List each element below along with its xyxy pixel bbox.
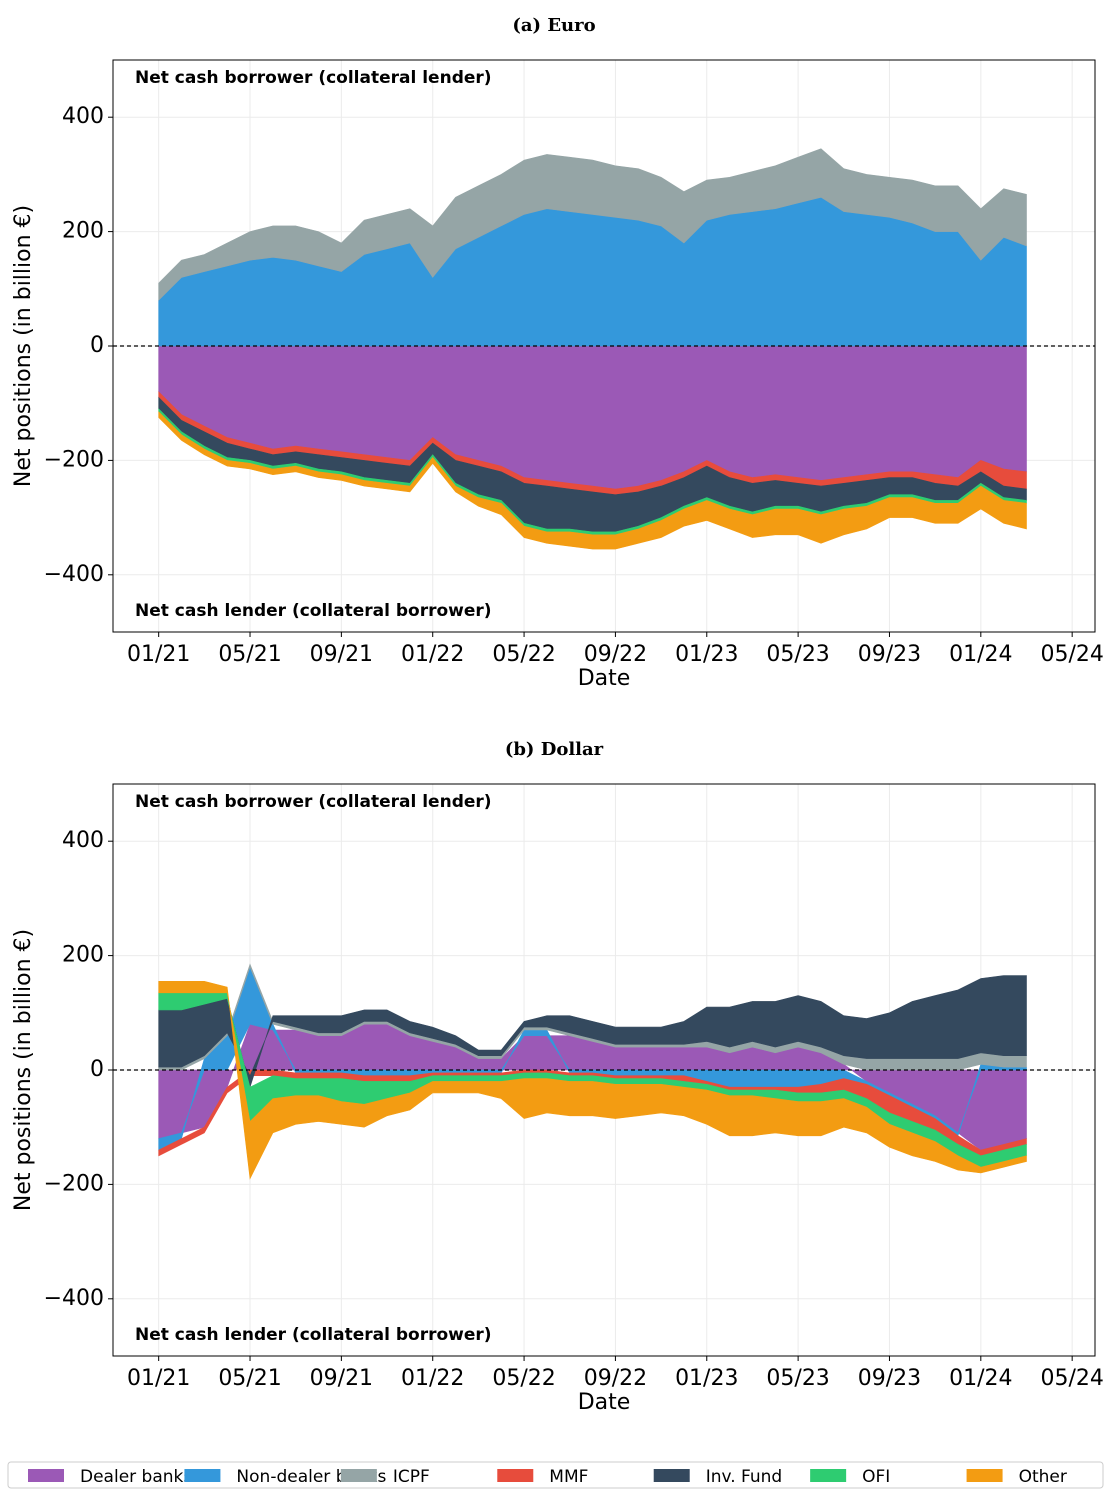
x-tick-label: 05/23 — [766, 1366, 829, 1391]
x-tick-label: 05/22 — [492, 1366, 555, 1391]
x-axis-label: Date — [578, 1390, 631, 1415]
area-6 — [158, 411, 1027, 550]
legend-swatch — [810, 1469, 847, 1482]
legend-label: MMF — [549, 1467, 588, 1487]
legend-swatch — [497, 1469, 534, 1482]
y-tick-label: −200 — [44, 447, 104, 472]
y-tick-label: −400 — [44, 562, 104, 587]
x-tick-label: 01/22 — [401, 1366, 464, 1391]
y-tick-label: 400 — [62, 828, 104, 853]
y-axis-label: Net positions (in billion €) — [11, 205, 36, 487]
y-tick-label: 0 — [90, 1057, 104, 1082]
x-tick-label: 09/21 — [310, 642, 373, 667]
x-tick-label: 01/24 — [949, 1366, 1012, 1391]
y-tick-label: 200 — [62, 219, 104, 244]
x-tick-label: 01/21 — [127, 1366, 190, 1391]
y-tick-label: −400 — [44, 1286, 104, 1311]
x-tick-label: 05/24 — [1040, 642, 1103, 667]
annotation-bottom: Net cash lender (collateral borrower) — [135, 1325, 492, 1345]
x-tick-label: 01/21 — [127, 642, 190, 667]
x-tick-label: 01/22 — [401, 642, 464, 667]
legend-label: ICPF — [393, 1467, 430, 1487]
chart-title: (b) Dollar — [505, 739, 604, 760]
x-tick-label: 09/21 — [310, 1366, 373, 1391]
x-tick-label: 09/23 — [858, 642, 921, 667]
annotation-top: Net cash borrower (collateral lender) — [135, 792, 492, 812]
x-tick-label: 05/21 — [218, 642, 281, 667]
legend-swatch — [184, 1469, 221, 1482]
legend-label: OFI — [862, 1467, 890, 1487]
legend-swatch — [340, 1469, 377, 1482]
chart-title: (a) Euro — [512, 15, 595, 36]
legend-swatch — [966, 1469, 1003, 1482]
area-6 — [158, 981, 1027, 1180]
legend-swatch — [28, 1469, 64, 1482]
x-tick-label: 05/23 — [766, 642, 829, 667]
x-tick-label: 05/21 — [218, 1366, 281, 1391]
legend-label: Other — [1019, 1467, 1067, 1487]
x-axis-label: Date — [578, 666, 631, 691]
y-tick-label: −200 — [44, 1171, 104, 1196]
y-axis-label: Net positions (in billion €) — [11, 929, 36, 1211]
area-2 — [158, 148, 1027, 301]
y-tick-label: 400 — [62, 104, 104, 129]
x-tick-label: 05/22 — [492, 642, 555, 667]
legend-label: Dealer banks — [80, 1467, 192, 1487]
y-tick-label: 200 — [62, 943, 104, 968]
legend-label: Inv. Fund — [706, 1467, 783, 1487]
y-tick-label: 0 — [90, 333, 104, 358]
area-1 — [158, 196, 1027, 347]
x-tick-label: 01/23 — [675, 642, 738, 667]
x-tick-label: 05/24 — [1040, 1366, 1103, 1391]
area-4 — [158, 975, 1027, 1089]
legend-swatch — [653, 1469, 690, 1482]
x-tick-label: 09/22 — [584, 1366, 647, 1391]
annotation-bottom: Net cash lender (collateral borrower) — [135, 601, 492, 621]
x-tick-label: 09/22 — [584, 642, 647, 667]
x-tick-label: 01/23 — [675, 1366, 738, 1391]
x-tick-label: 09/23 — [858, 1366, 921, 1391]
annotation-top: Net cash borrower (collateral lender) — [135, 68, 492, 88]
x-tick-label: 01/24 — [949, 642, 1012, 667]
